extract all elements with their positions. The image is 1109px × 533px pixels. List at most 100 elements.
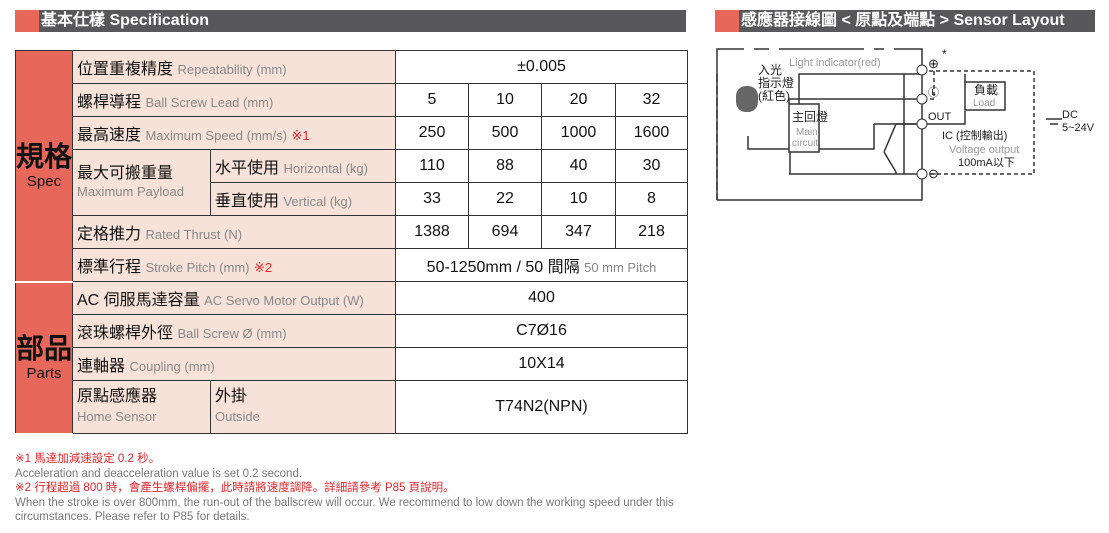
diagram-out: OUT <box>928 111 952 123</box>
notes-2: ※2 行程超過 800 時，會產生螺桿偏擺，此時請將速度調降。詳細請參考 P85… <box>15 482 455 494</box>
rows-payload-h-en: Horizontal (kg) <box>283 161 368 176</box>
rows-lead-values-3: 32 <box>614 83 689 117</box>
spec-table: 規格 Spec 位置重複精度 Repeatability (mm) ±0.005 … <box>15 50 689 435</box>
row-coupling: 連軸器 Coupling (mm) 10X14 <box>16 347 689 381</box>
rows-thrust-values-2: 347 <box>541 215 616 249</box>
spec_group-en: Spec <box>26 173 62 191</box>
diagram-main_en1: Main <box>796 127 818 138</box>
rows-motor-zh: AC 伺服馬達容量 <box>77 292 200 309</box>
rows-screw-zh: 滾珠螺桿外徑 <box>77 325 174 342</box>
rows-payload-v-en: Vertical (kg) <box>283 194 353 209</box>
parts_group-zh: 部品 <box>16 333 73 364</box>
diagram-plus: ⊕ <box>928 56 939 71</box>
rows-lead-zh: 螺桿導程 <box>77 94 142 111</box>
diagram-led_zh2: 指示燈 <box>758 75 794 90</box>
rows-thrust-en: Rated Thrust (N) <box>145 227 243 242</box>
rows-speed-zh: 最高速度 <box>77 127 142 144</box>
rows-speed-values-3: 1600 <box>614 116 689 150</box>
rows-payload-v-values-0: 33 <box>395 182 469 216</box>
rows-lead-values-0: 5 <box>395 83 469 117</box>
sensor-header: 感應器接線圖 < 原點及端點 > Sensor Layout <box>715 10 1095 32</box>
rows-screw-value: C7Ø16 <box>394 314 689 348</box>
rows-coupling-en: Coupling (mm) <box>129 359 215 374</box>
rows-payload-v-zh: 垂直使用 <box>215 193 280 210</box>
diagram-voltage: Voltage output <box>949 144 1019 156</box>
rows-speed-mark: ※1 <box>291 128 310 143</box>
rows-thrust-values-3: 218 <box>614 215 689 249</box>
rows-speed-en: Maximum Speed (mm/s) <box>145 128 288 143</box>
rows-stroke-zh: 標準行程 <box>77 259 142 276</box>
diagram-minus: ⊖ <box>928 166 939 181</box>
diagram-dc_v: 5~24V <box>1062 122 1095 134</box>
row-screw: 滾珠螺桿外徑 Ball Screw Ø (mm) C7Ø16 <box>16 314 689 348</box>
row-sensor: 原點感應器 Home Sensor 外掛 Outside T74N2(NPN) <box>16 380 689 434</box>
spec-header: 基本仕樣 Specification <box>15 10 686 32</box>
notes-1: Acceleration and deacceleration value is… <box>15 467 303 480</box>
diagram-load_zh: 負載 <box>974 83 998 97</box>
rows-stroke-value: 50-1250mm / 50 間隔 <box>426 259 580 276</box>
footnotes: ※1 馬達加減速設定 0.2 秒。 Acceleration and deacce… <box>15 452 695 525</box>
sensor_header: 感應器接線圖 < 原點及端點 > Sensor Layout <box>741 12 1065 29</box>
rows-payload-v-values-1: 22 <box>468 182 542 216</box>
diagram-current: 100mA以下 <box>958 157 1015 169</box>
rows-payload-h-zh: 水平使用 <box>215 160 280 177</box>
diagram-load_en: Load <box>973 98 995 109</box>
diagram-led_zh3: (紅色) <box>758 89 790 103</box>
rows-sensor-sub_en: Outside <box>215 409 260 424</box>
rows-lead-en: Ball Screw Lead (mm) <box>145 95 274 110</box>
notes-3: When the stroke is over 800mm, the run-o… <box>15 496 674 524</box>
rows-thrust-zh: 定格推力 <box>77 226 142 243</box>
rows-repeat-value: ±0.005 <box>394 50 689 84</box>
rows-lead-values-2: 20 <box>541 83 616 117</box>
row-motor: 部品 Parts AC 伺服馬達容量 AC Servo Motor Output … <box>15 281 689 435</box>
spec_group-zh: 規格 <box>16 141 73 173</box>
row-thrust: 定格推力 Rated Thrust (N) 1388 694 347 218 <box>16 215 689 249</box>
rows-sensor-sub_zh: 外掛 <box>215 388 248 405</box>
row-speed: 最高速度 Maximum Speed (mm/s) ※1 250 500 1000 1… <box>16 116 689 150</box>
row-repeatability: 規格 Spec 位置重複精度 Repeatability (mm) ±0.005 <box>15 50 689 283</box>
rows-speed-values-1: 500 <box>468 116 542 150</box>
row-stroke: 標準行程 Stroke Pitch (mm) ※2 50-1250mm / 50… <box>16 248 689 282</box>
row-payload-v: 垂直使用 Vertical (kg) 33 22 10 8 <box>16 182 689 216</box>
rows-payload-en: Maximum Payload <box>77 183 184 199</box>
diagram-ic: IC (控制輸出) <box>942 128 1007 142</box>
rows-payload-h-values-0: 110 <box>395 149 469 183</box>
rows-payload-h-values-3: 30 <box>614 149 689 183</box>
diagram-light_indicator: Light indicator(red) <box>789 57 881 69</box>
diagram-led_zh1: 入光 <box>758 63 782 77</box>
spec_header: 基本仕樣 Specification <box>41 12 210 29</box>
notes-0: ※1 馬達加減速設定 0.2 秒。 <box>15 453 161 465</box>
rows-stroke-en: Stroke Pitch (mm) <box>145 260 250 275</box>
diagram-l: Ⓛ <box>928 86 939 99</box>
rows-sensor-zh: 原點感應器 <box>77 388 158 405</box>
rows-payload-v-values-3: 8 <box>614 182 689 216</box>
diagram-main_zh: 主回燈 <box>792 109 828 124</box>
rows-coupling-zh: 連軸器 <box>77 358 126 375</box>
rows-screw-en: Ball Screw Ø (mm) <box>177 326 287 341</box>
rows-payload-zh: 最大可搬重量 <box>77 164 174 182</box>
sensor-wiring-diagram: Light indicator(red) 入光 指示燈 (紅色) 主回燈 Mai… <box>716 47 1095 201</box>
rows-payload-h-values-1: 88 <box>468 149 542 183</box>
row-lead: 螺桿導程 Ball Screw Lead (mm) 5 10 20 32 <box>16 83 689 117</box>
rows-repeat-zh: 位置重複精度 <box>77 61 174 78</box>
rows-payload-v-values-2: 10 <box>541 182 616 216</box>
rows-stroke-value_en: 50 mm Pitch <box>584 260 657 275</box>
diagram-star: * <box>942 47 947 61</box>
rows-thrust-values-0: 1388 <box>395 215 469 249</box>
rows-sensor-value: T74N2(NPN) <box>394 380 689 434</box>
parts_group-en: Parts <box>26 365 62 382</box>
rows-lead-values-1: 10 <box>468 83 542 117</box>
rows-motor-en: AC Servo Motor Output (W) <box>204 293 364 308</box>
rows-repeat-en: Repeatability (mm) <box>177 62 287 77</box>
rows-speed-values-2: 1000 <box>541 116 616 150</box>
rows-stroke-mark: ※2 <box>253 260 273 275</box>
diagram-main_en2: circuit <box>792 138 818 149</box>
row-payload-h: 最大可搬重量 Maximum Payload 水平使用 Horizontal (k… <box>16 149 689 216</box>
rows-sensor-en: Home Sensor <box>77 409 157 424</box>
rows-payload-h-values-2: 40 <box>541 149 616 183</box>
rows-coupling-value: 10X14 <box>394 347 689 381</box>
diagram-dc: DC <box>1062 109 1078 121</box>
rows-speed-values-0: 250 <box>395 116 469 150</box>
rows-thrust-values-1: 694 <box>468 215 542 249</box>
spec-group: 規格 Spec <box>15 50 73 283</box>
